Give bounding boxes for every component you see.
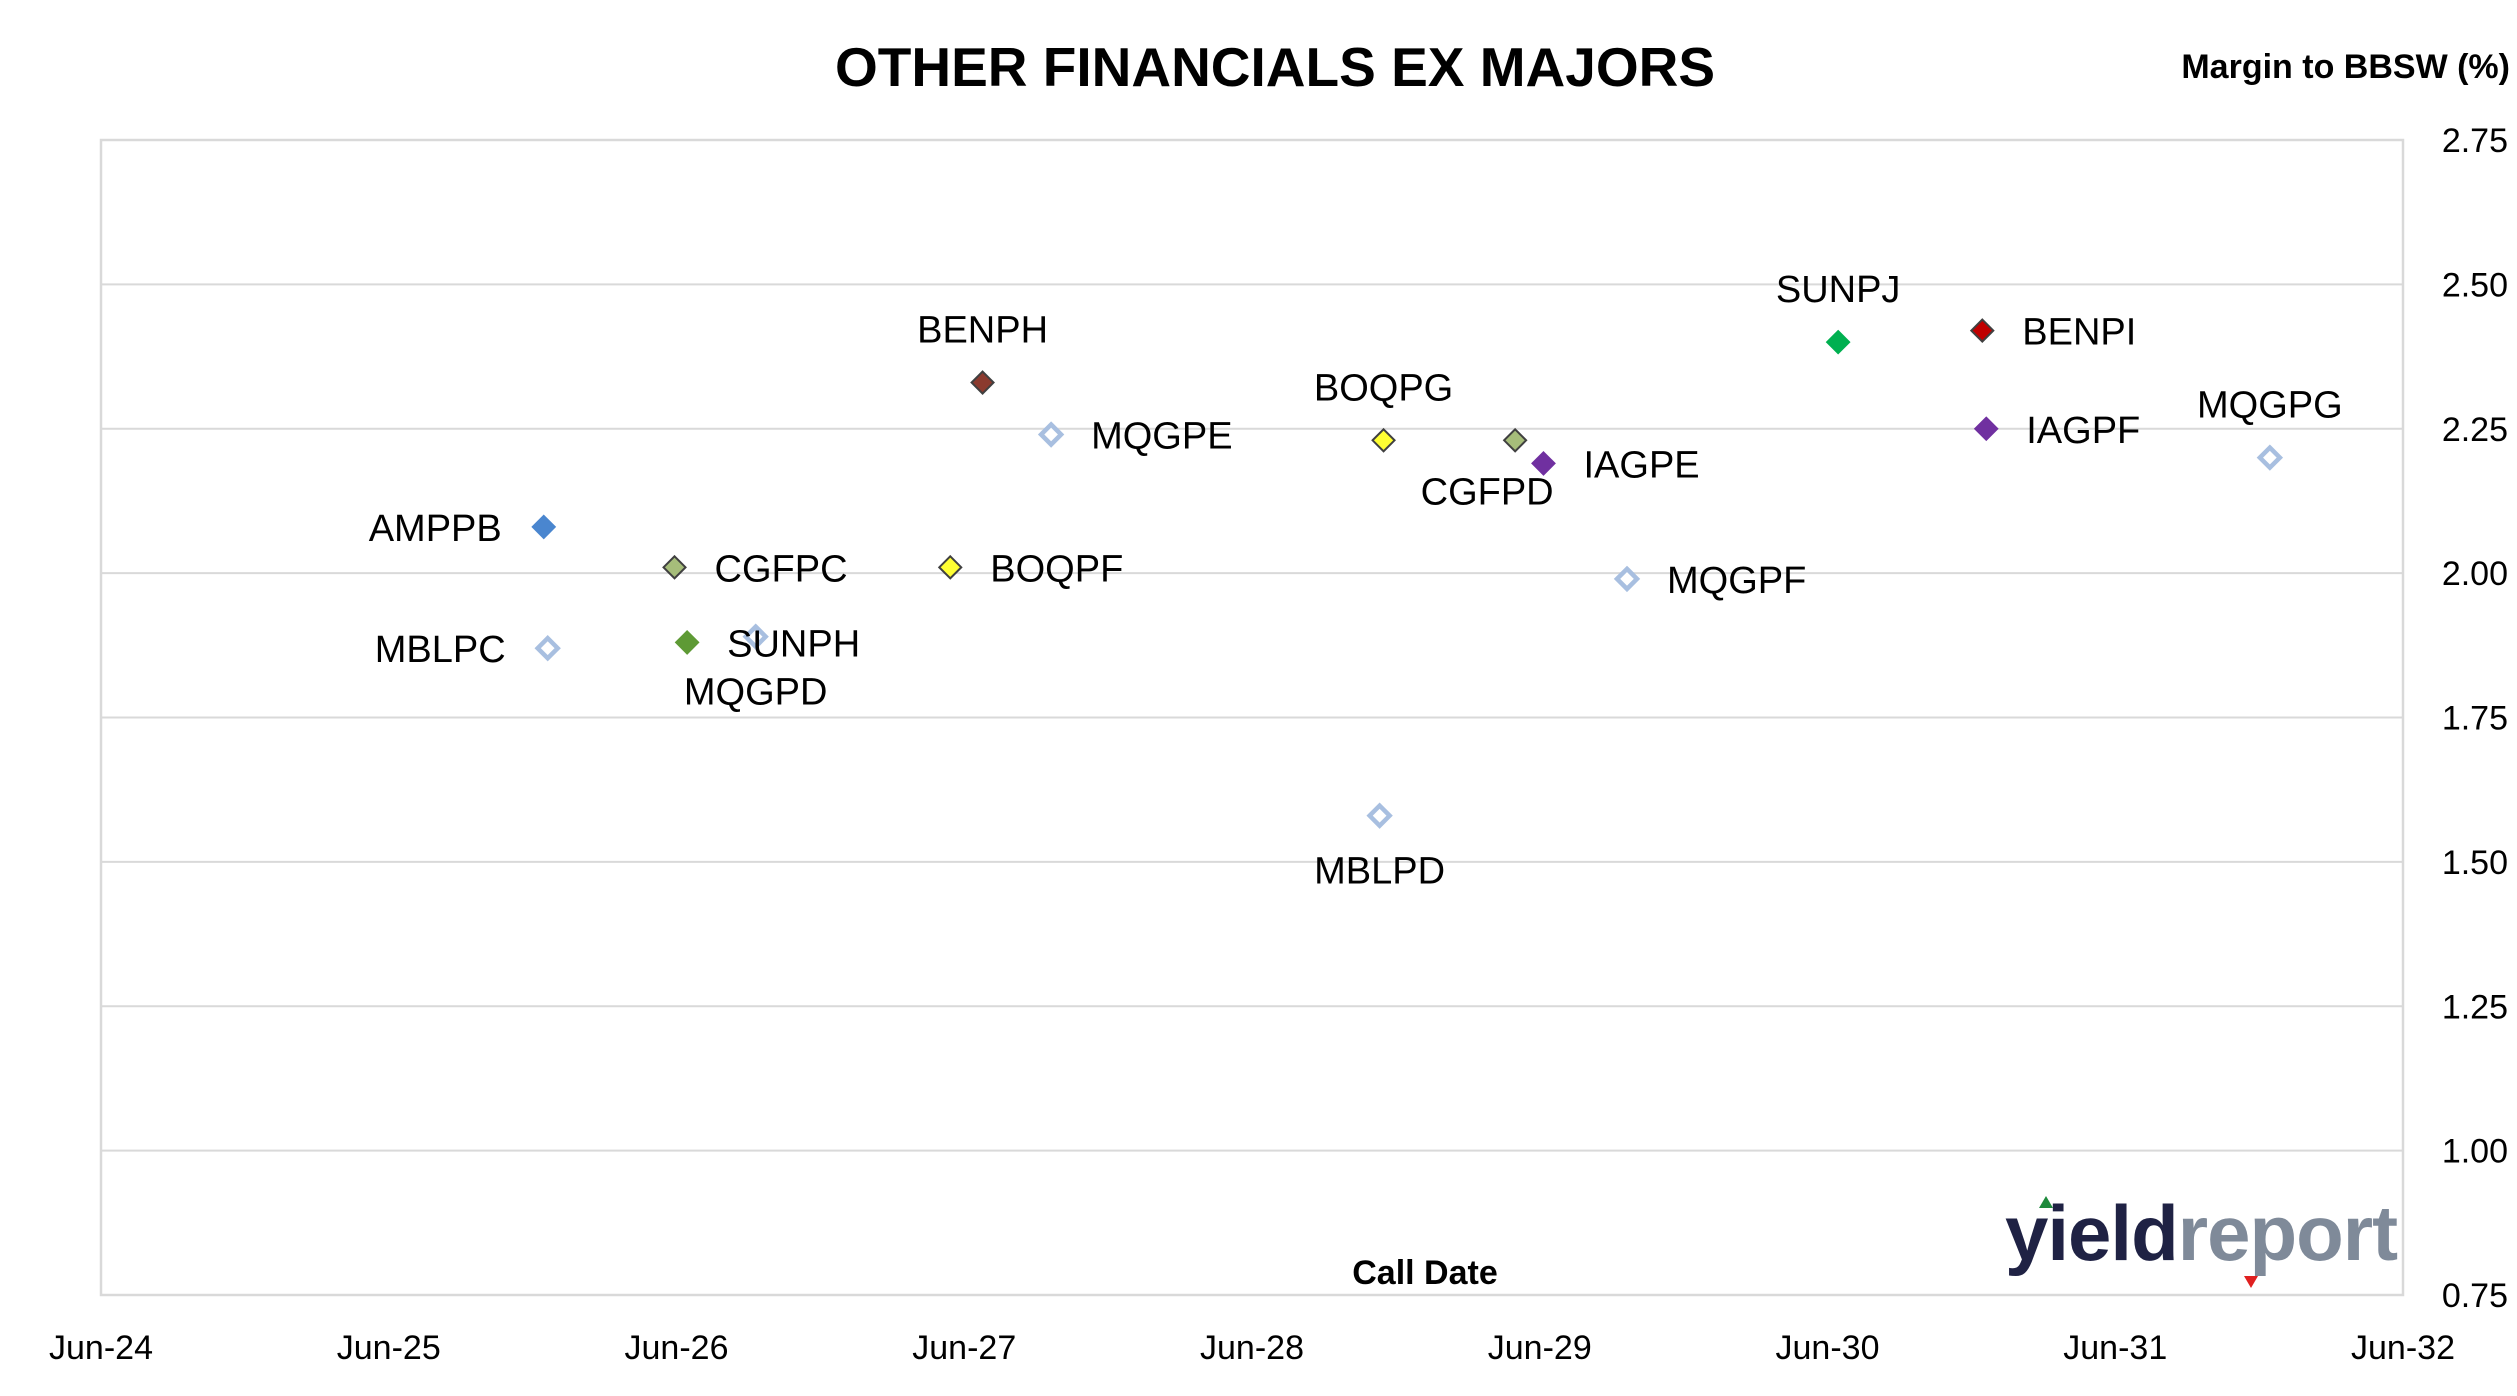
label-mqgpd: MQGPD <box>684 672 828 714</box>
x-tick-label: Jun-24 <box>49 1329 153 1367</box>
chart-title: OTHER FINANCIALS EX MAJORS <box>835 36 1715 98</box>
logo-text-dark: yield <box>2005 1189 2178 1277</box>
label-boqpf: BOQPF <box>990 548 1123 590</box>
gridlines <box>101 283 2403 1152</box>
data-labels: AMPPB MBLPC CGFPC SUNPH MQGPD BOQPF BENPH MQGPE… <box>369 269 2343 893</box>
label-mqgpe: MQGPE <box>1091 416 1232 458</box>
point-boqpg <box>1371 427 1396 453</box>
x-tick-label: Jun-32 <box>2351 1329 2455 1367</box>
label-benph: BENPH <box>917 310 1048 352</box>
y-tick-label: 2.25 <box>2442 411 2508 449</box>
x-axis-title: Call Date <box>1352 1254 1498 1292</box>
label-amppb: AMPPB <box>369 508 502 550</box>
y-tick-label: 2.50 <box>2442 266 2508 304</box>
plot-area-frame <box>99 138 2405 1297</box>
point-mqgpf <box>1613 565 1641 593</box>
point-amppb <box>531 514 557 540</box>
label-iagpf: IAGPF <box>2026 410 2140 452</box>
logo-up-arrow-icon <box>2039 1196 2053 1208</box>
point-sunph <box>674 630 700 655</box>
label-sunpj: SUNPJ <box>1776 269 1901 311</box>
yieldreport-logo: yieldreport <box>2005 1189 2399 1288</box>
label-mqgpf: MQGPF <box>1667 560 1806 602</box>
y-tick-label: 0.75 <box>2442 1277 2508 1315</box>
point-boqpf <box>937 554 963 580</box>
point-mblpc <box>534 635 561 662</box>
point-mqgpd <box>742 623 769 650</box>
x-tick-label: Jun-30 <box>1776 1329 1880 1367</box>
y-tick-label: 1.50 <box>2442 844 2508 882</box>
point-mqgpe <box>1037 421 1065 448</box>
point-mqgpg <box>2256 444 2284 471</box>
x-tick-label: Jun-27 <box>912 1329 1016 1367</box>
point-iagpf <box>1973 416 1999 442</box>
data-points <box>531 318 2284 829</box>
logo-text-light: report <box>2178 1189 2398 1277</box>
label-boqpg: BOQPG <box>1314 367 1453 409</box>
axis-ticks: 0.75 1.00 1.25 1.50 1.75 2.00 2.25 2.50 2.75 Jun-… <box>49 122 2508 1367</box>
point-iagpe <box>1531 450 1556 476</box>
point-cgfpd <box>1502 427 1528 453</box>
label-mblpc: MBLPC <box>375 629 506 671</box>
label-mblpd: MBLPD <box>1314 851 1445 893</box>
label-cgfpc: CGFPC <box>715 548 848 590</box>
y-tick-label: 1.75 <box>2442 700 2508 738</box>
label-iagpe: IAGPE <box>1583 444 1699 486</box>
point-benpi <box>1969 318 1995 343</box>
y-tick-label: 1.25 <box>2442 988 2508 1026</box>
label-mqgpg: MQGPG <box>2197 385 2343 427</box>
x-tick-label: Jun-31 <box>2063 1329 2167 1367</box>
point-benph <box>970 370 995 395</box>
y-tick-label: 2.75 <box>2442 122 2508 160</box>
label-sunph: SUNPH <box>727 623 860 665</box>
label-benpi: BENPI <box>2022 312 2136 354</box>
x-tick-label: Jun-25 <box>337 1329 441 1367</box>
point-cgfpc <box>662 554 687 580</box>
point-mblpd <box>1366 802 1393 829</box>
x-tick-label: Jun-26 <box>625 1329 729 1367</box>
y-tick-label: 1.00 <box>2442 1133 2508 1171</box>
x-tick-label: Jun-29 <box>1488 1329 1592 1367</box>
svg-text:yieldreport: yieldreport <box>2005 1189 2398 1277</box>
y-tick-label: 2.00 <box>2442 555 2508 593</box>
point-sunpj <box>1825 329 1851 355</box>
y-axis-title: Margin to BBSW (%) <box>2181 48 2510 86</box>
x-tick-label: Jun-28 <box>1200 1329 1304 1367</box>
logo-down-arrow-icon <box>2244 1276 2258 1288</box>
label-cgfpd: CGFPD <box>1421 471 1554 513</box>
